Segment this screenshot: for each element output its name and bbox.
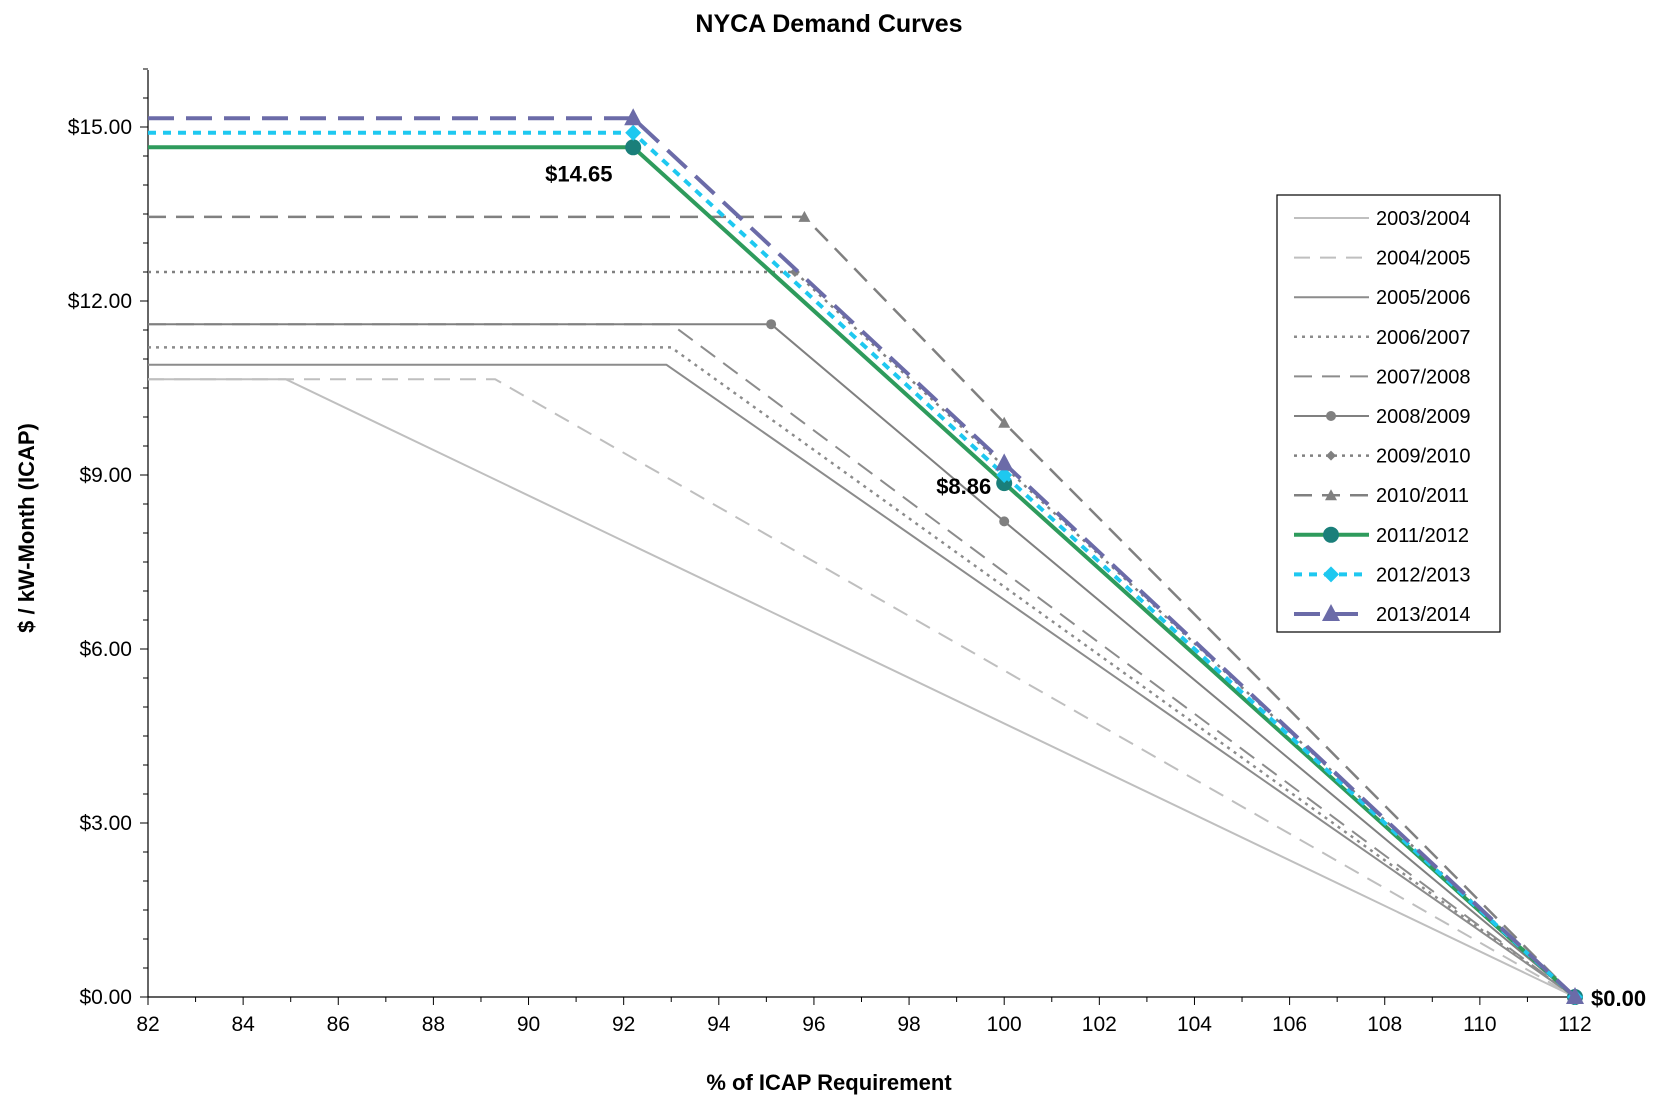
data-point-marker <box>625 124 642 141</box>
x-tick-label: 106 <box>1272 1013 1307 1036</box>
series-line <box>148 346 1576 999</box>
data-point-marker <box>1325 489 1337 501</box>
y-axis-label: $ / kW-Month (ICAP) <box>14 423 39 633</box>
legend-label: 2007/2008 <box>1376 366 1471 388</box>
data-point-marker <box>1566 987 1584 1004</box>
series-line <box>148 145 1577 999</box>
series-line <box>148 116 1577 999</box>
x-tick-label: 96 <box>802 1013 825 1036</box>
data-point-marker <box>1326 411 1336 421</box>
legend-label: 2012/2013 <box>1376 564 1471 586</box>
legend-label: 2005/2006 <box>1376 287 1471 309</box>
data-point-marker <box>1322 604 1340 621</box>
legend-label: 2009/2010 <box>1376 446 1471 468</box>
series-2013-2014 <box>148 108 1584 1004</box>
data-label: $14.65 <box>545 161 612 186</box>
legend-item: 2010/2011 <box>1294 485 1469 507</box>
data-point-marker <box>1326 450 1336 461</box>
y-tick-label: $15.00 <box>68 116 132 139</box>
legend-label: 2008/2009 <box>1376 406 1471 428</box>
data-label: $0.00 <box>1591 986 1646 1011</box>
legend: 2003/2004 2004/2005 2005/2006 2006/2007 2007… <box>1276 194 1501 633</box>
data-point-marker <box>766 319 777 330</box>
legend-item: 2012/2013 <box>1294 564 1471 586</box>
y-tick-label: $12.00 <box>68 290 132 313</box>
x-tick-label: 86 <box>327 1013 350 1036</box>
legend-label: 2010/2011 <box>1376 485 1469 507</box>
series-line <box>148 323 1576 998</box>
series-2006-2007 <box>148 346 1576 999</box>
x-tick-label: 98 <box>897 1013 920 1036</box>
y-tick-label: $3.00 <box>79 812 132 835</box>
data-point-marker <box>998 416 1011 428</box>
series-line <box>148 215 1576 998</box>
x-tick-label: 82 <box>136 1013 159 1036</box>
x-tick-label: 108 <box>1367 1013 1402 1036</box>
axes: $0.00 $3.00 $6.00 $9.00 $12.00 $15.00 82 84 86 88… <box>68 68 1592 1036</box>
data-point-marker <box>995 453 1014 471</box>
y-tick-label: $0.00 <box>79 986 132 1009</box>
y-tick-label: $9.00 <box>79 464 132 487</box>
x-tick-label: 104 <box>1177 1013 1212 1036</box>
data-point-marker <box>1323 566 1339 583</box>
data-point-marker <box>996 467 1013 483</box>
legend-item: 2003/2004 <box>1294 208 1471 230</box>
data-point-marker <box>798 210 811 222</box>
legend-label: 2003/2004 <box>1376 208 1471 230</box>
x-axis-label: % of ICAP Requirement <box>706 1070 952 1095</box>
data-point-marker <box>999 516 1010 527</box>
x-tick-label: 100 <box>987 1013 1022 1036</box>
series-2004-2005 <box>148 378 1576 998</box>
x-tick-label: 88 <box>422 1013 445 1036</box>
x-tick-label: 92 <box>612 1013 635 1036</box>
x-tick-label: 110 <box>1463 1013 1496 1036</box>
legend-label: 2004/2005 <box>1376 248 1471 270</box>
legend-item: 2008/2009 <box>1294 406 1471 428</box>
legend-item: 2013/2014 <box>1294 604 1471 626</box>
series-line <box>148 363 1576 998</box>
series-line <box>148 378 1576 998</box>
legend-item: 2011/2012 <box>1294 525 1469 547</box>
legend-box <box>1276 194 1501 633</box>
chart-title: NYCA Demand Curves <box>695 10 962 38</box>
legend-item: 2006/2007 <box>1294 327 1471 349</box>
series-layer <box>148 108 1584 1005</box>
x-tick-label: 84 <box>231 1013 255 1036</box>
series-2005-2006 <box>148 363 1576 998</box>
x-tick-label: 90 <box>517 1013 540 1036</box>
x-tick-label: 102 <box>1082 1013 1117 1036</box>
series-line <box>148 130 1577 999</box>
legend-label: 2013/2014 <box>1376 604 1471 626</box>
legend-label: 2011/2012 <box>1376 525 1469 547</box>
data-label: $8.86 <box>936 474 991 499</box>
legend-item: 2004/2005 <box>1294 248 1471 270</box>
data-point-marker <box>1323 526 1339 543</box>
data-point-marker <box>625 139 642 156</box>
x-tick-label: 112 <box>1558 1013 1591 1036</box>
legend-item: 2009/2010 <box>1294 446 1471 468</box>
legend-item: 2005/2006 <box>1294 287 1471 309</box>
x-tick-label: 94 <box>707 1013 731 1036</box>
legend-label: 2006/2007 <box>1376 327 1471 349</box>
data-point-marker <box>624 108 643 126</box>
y-tick-label: $6.00 <box>79 638 132 661</box>
annotations: $14.65 $8.86 $0.00 <box>545 161 1646 1011</box>
legend-item: 2007/2008 <box>1294 366 1471 388</box>
